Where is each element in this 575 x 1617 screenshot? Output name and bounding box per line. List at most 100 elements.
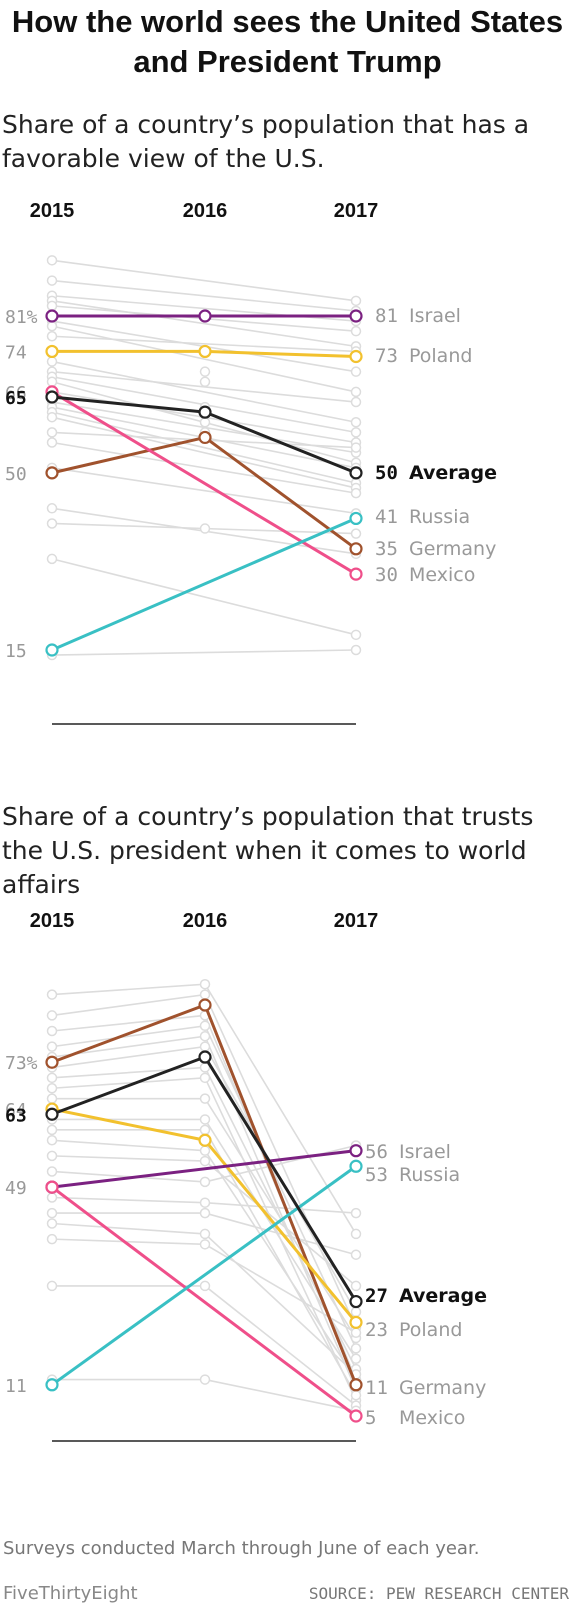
russia-line	[51, 1165, 357, 1387]
background-point	[199, 1374, 211, 1385]
mexico-line	[51, 390, 357, 576]
average-point	[45, 390, 59, 404]
background-point	[46, 518, 58, 529]
background-point	[199, 1124, 211, 1136]
average-point	[349, 1294, 363, 1309]
background-point	[350, 325, 362, 337]
trust-president-chart: 2015 2016 2017 73% 64 49 11 63 56 Israel 53 Russia 2…	[5, 910, 487, 1442]
background-line	[51, 335, 357, 353]
series-russia	[45, 1159, 363, 1392]
poland-point	[45, 344, 59, 359]
year-header-2016: 2016	[183, 910, 228, 932]
background-point	[199, 1197, 211, 1208]
germany-point	[45, 1055, 59, 1069]
background-line	[51, 259, 357, 302]
background-point	[199, 1114, 211, 1125]
background-point	[46, 1207, 58, 1219]
mexico-point	[45, 1180, 59, 1194]
background-point	[350, 1207, 362, 1219]
average-point	[198, 1050, 212, 1064]
background-point	[350, 1228, 362, 1240]
background-point	[199, 1093, 211, 1104]
background-point	[350, 366, 362, 377]
end-name-germany: Germany	[399, 1377, 486, 1399]
background-point	[46, 1124, 58, 1136]
background-point	[46, 503, 58, 514]
end-value-israel: 56	[365, 1141, 388, 1163]
chart-headline: How the world sees the United States and…	[11, 4, 564, 79]
background-line	[51, 279, 357, 312]
background-point	[46, 1218, 58, 1229]
russia-point	[45, 643, 59, 657]
germany-point	[198, 998, 212, 1012]
background-point	[350, 1353, 362, 1365]
series-germany	[45, 998, 363, 1392]
background-point	[46, 1280, 58, 1292]
background-line	[51, 1139, 357, 1381]
end-value-germany: 35	[375, 538, 398, 560]
end-name-russia: Russia	[409, 506, 470, 528]
background-line	[51, 416, 357, 489]
background-point	[46, 989, 58, 1000]
background-point	[199, 366, 211, 377]
year-header-2017: 2017	[334, 200, 379, 222]
background-line	[51, 467, 357, 515]
series-germany	[45, 430, 363, 556]
average-point	[198, 405, 212, 419]
end-value-average: 27	[365, 1285, 388, 1307]
background-point	[46, 1192, 58, 1203]
brand-logo-text: FiveThirtyEight	[3, 1583, 138, 1604]
background-point	[199, 1280, 211, 1292]
background-point	[199, 978, 211, 990]
russia-start-label: 11	[5, 1376, 27, 1397]
background-point	[350, 1389, 362, 1401]
background-point	[199, 1020, 211, 1032]
israel-point	[45, 309, 59, 323]
background-point	[46, 320, 58, 332]
end-name-poland: Poland	[399, 1319, 462, 1341]
series-average	[45, 1050, 363, 1309]
poland-point	[198, 1133, 212, 1147]
end-value-poland: 73	[375, 345, 398, 367]
year-header-2015: 2015	[30, 200, 75, 222]
poland-point	[198, 344, 212, 359]
end-value-russia: 41	[375, 506, 398, 528]
year-header-2016: 2016	[183, 200, 228, 222]
background-point	[199, 1145, 211, 1156]
poland-start-label: 64	[5, 1100, 27, 1121]
source-note: SOURCE: PEW RESEARCH CENTER	[308, 1584, 569, 1603]
background-point	[199, 1072, 211, 1084]
end-value-mexico: 30	[375, 564, 398, 586]
end-name-germany: Germany	[409, 538, 496, 560]
germany-point	[349, 1378, 363, 1392]
background-point	[350, 487, 362, 499]
background-point	[46, 1135, 58, 1146]
series-israel	[45, 309, 363, 323]
background-point	[46, 1072, 58, 1084]
chart2-title: Share of a country’s population that tru…	[2, 802, 534, 899]
background-point	[46, 255, 58, 266]
russia-start-label: 15	[5, 641, 27, 662]
israel-point	[198, 309, 212, 323]
year-header-2015: 2015	[30, 910, 75, 932]
background-point	[46, 1025, 58, 1037]
background-point	[199, 1207, 211, 1219]
russia-point	[349, 1159, 363, 1173]
background-point	[199, 1228, 211, 1240]
background-point	[350, 644, 362, 656]
germany-start-label: 73%	[5, 1053, 38, 1074]
end-value-israel: 81	[375, 305, 398, 327]
mexico-line	[51, 1185, 357, 1418]
germany-point	[45, 466, 59, 480]
background-point	[199, 417, 211, 428]
background-line	[51, 325, 357, 393]
background-point	[350, 629, 362, 641]
background-line	[51, 360, 357, 424]
background-point	[46, 427, 58, 438]
end-value-russia: 53	[365, 1164, 388, 1186]
background-point	[46, 1093, 58, 1104]
background-point	[350, 442, 362, 453]
russia-point	[349, 511, 363, 526]
israel-start-label: 81%	[5, 307, 38, 328]
background-line	[51, 1066, 357, 1370]
